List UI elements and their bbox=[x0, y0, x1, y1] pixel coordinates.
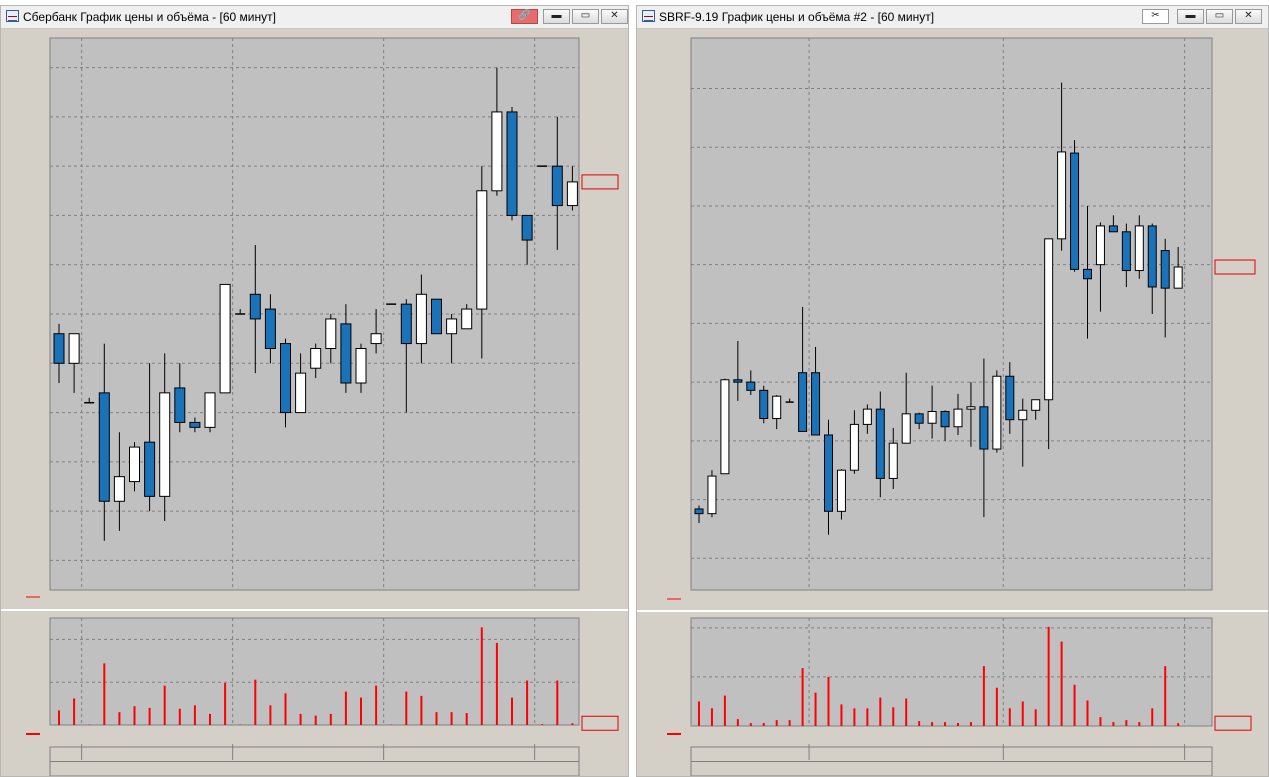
candle-body bbox=[927, 410, 937, 424]
window-title: SBRF-9.19 График цены и объёма #2 - [60 … bbox=[659, 10, 935, 24]
candle-body bbox=[1147, 225, 1157, 288]
candle-body bbox=[295, 372, 307, 414]
candle-body bbox=[355, 348, 367, 384]
close-button[interactable]: ✕ bbox=[1235, 9, 1262, 24]
candle-body bbox=[53, 333, 65, 364]
candle-body bbox=[733, 379, 743, 383]
candle-body bbox=[1005, 375, 1015, 421]
candle-body bbox=[431, 298, 442, 335]
volume-last-marker bbox=[581, 715, 619, 731]
candle-body bbox=[772, 395, 782, 420]
candle-body bbox=[811, 372, 821, 436]
candle-body bbox=[940, 410, 950, 428]
candle-body bbox=[1121, 231, 1131, 272]
candle-body bbox=[798, 372, 808, 432]
candle-body bbox=[862, 408, 872, 425]
candle-body bbox=[551, 165, 563, 207]
candle-body bbox=[966, 406, 976, 410]
candle-body bbox=[720, 379, 730, 475]
volume-plot-area bbox=[690, 617, 1213, 727]
candle-body bbox=[1018, 409, 1028, 421]
candle-body bbox=[1070, 152, 1080, 270]
price-plot-area bbox=[690, 37, 1213, 591]
candle-body bbox=[1057, 151, 1067, 240]
candle-body bbox=[400, 303, 412, 345]
candle-body bbox=[901, 413, 911, 444]
volume-last-marker bbox=[1214, 715, 1252, 731]
chart-icon bbox=[6, 10, 19, 22]
chart-area-sbrf[interactable] bbox=[637, 6, 1268, 776]
candle-body bbox=[506, 111, 518, 216]
chart-icon bbox=[642, 10, 655, 22]
candle-body bbox=[264, 308, 276, 350]
candle-body bbox=[888, 442, 898, 479]
volume-plot-area bbox=[49, 617, 580, 726]
candle-body bbox=[875, 408, 885, 479]
candle-body bbox=[113, 476, 125, 502]
candle-body bbox=[310, 348, 322, 369]
chart-area-sberbank[interactable] bbox=[1, 6, 628, 776]
candle-body bbox=[476, 190, 488, 310]
candle-body bbox=[1173, 266, 1183, 289]
link-button[interactable]: 🔗 bbox=[511, 9, 538, 24]
candle-body bbox=[249, 293, 261, 320]
candle-body bbox=[340, 323, 352, 384]
unlink-button[interactable]: ✂ bbox=[1142, 9, 1169, 24]
candle-body bbox=[707, 475, 717, 515]
candle-body bbox=[219, 283, 231, 394]
maximize-button[interactable]: ▭ bbox=[572, 9, 599, 24]
candle-body bbox=[979, 406, 989, 450]
candle-body bbox=[759, 389, 769, 420]
candle-body bbox=[694, 508, 704, 515]
candle-body bbox=[566, 181, 578, 207]
candle-body bbox=[370, 333, 382, 345]
candle-body bbox=[446, 318, 458, 335]
minimize-button[interactable]: ▬ bbox=[543, 9, 570, 24]
candle-body bbox=[849, 423, 859, 471]
chart-window-sbrf[interactable]: SBRF-9.19 График цены и объёма #2 - [60 … bbox=[636, 5, 1269, 777]
candle-body bbox=[280, 343, 291, 414]
candle-body bbox=[992, 375, 1002, 450]
candle-body bbox=[824, 434, 833, 512]
candle-body bbox=[415, 293, 427, 345]
candle-body bbox=[68, 333, 80, 364]
candle-body bbox=[836, 469, 846, 512]
candle-body bbox=[189, 421, 201, 428]
window-titlebar[interactable]: Сбербанк График цены и объёма - [60 мину… bbox=[1, 6, 628, 29]
close-button[interactable]: ✕ bbox=[601, 9, 628, 24]
candle-body bbox=[159, 392, 171, 497]
candle-body bbox=[1134, 225, 1144, 272]
candle-body bbox=[491, 111, 503, 192]
candle-body bbox=[1095, 225, 1105, 266]
candle-body bbox=[953, 408, 963, 428]
minimize-button[interactable]: ▬ bbox=[1177, 9, 1204, 24]
candle-body bbox=[1108, 225, 1118, 233]
window-titlebar[interactable]: SBRF-9.19 График цены и объёма #2 - [60 … bbox=[637, 6, 1268, 29]
candle-body bbox=[914, 413, 924, 424]
candle-body bbox=[98, 392, 110, 502]
candle-body bbox=[461, 308, 473, 330]
candle-body bbox=[1044, 238, 1054, 401]
maximize-button[interactable]: ▭ bbox=[1206, 9, 1233, 24]
price-last-marker bbox=[1214, 259, 1256, 275]
candle-body bbox=[521, 214, 533, 241]
candle-body bbox=[144, 441, 156, 497]
candle-body bbox=[129, 446, 140, 483]
price-last-marker bbox=[581, 174, 619, 190]
candle-body bbox=[325, 318, 337, 349]
candle-body bbox=[1031, 399, 1041, 411]
candle-body bbox=[746, 381, 756, 391]
candle-body bbox=[204, 392, 216, 428]
candle-body bbox=[1160, 250, 1170, 289]
window-title: Сбербанк График цены и объёма - [60 мину… bbox=[23, 10, 276, 24]
candle-body bbox=[1083, 268, 1092, 280]
candle-body bbox=[174, 387, 186, 423]
chart-window-sberbank[interactable]: Сбербанк График цены и объёма - [60 мину… bbox=[0, 5, 629, 777]
